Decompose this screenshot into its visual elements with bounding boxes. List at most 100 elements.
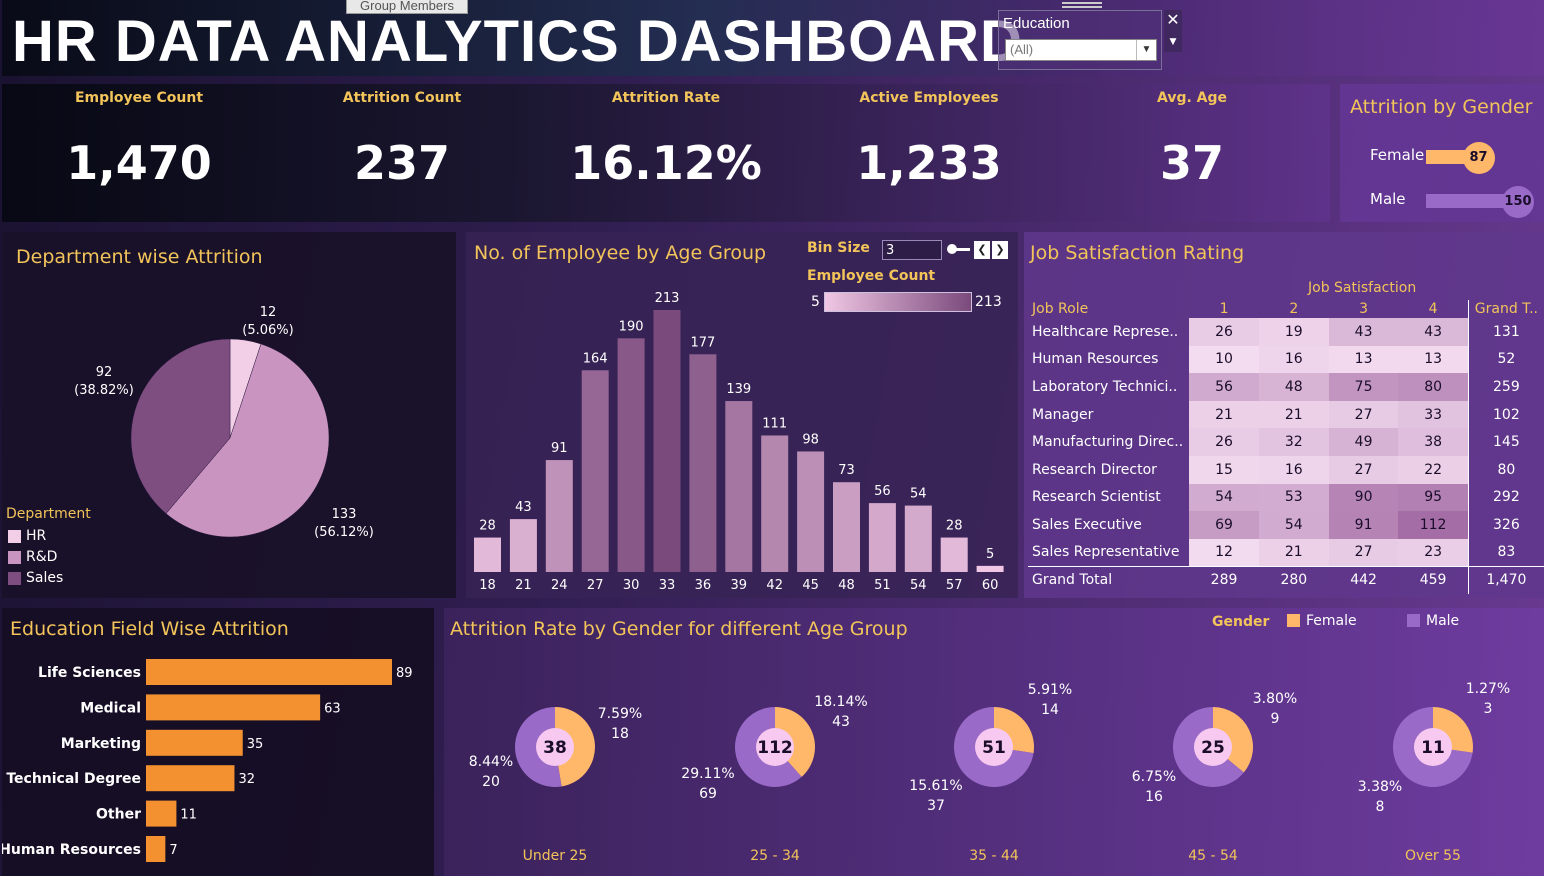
- age-group-label: 35 - 44: [969, 848, 1019, 864]
- row-total-cell: 52: [1467, 345, 1544, 374]
- attrition-gender-age-title: Attrition Rate by Gender for different A…: [450, 618, 908, 640]
- attrition-gender-age-panel: Attrition Rate by Gender for different A…: [444, 608, 1544, 876]
- kpi-strip: Employee Count 1,470 Attrition Count 237…: [2, 84, 1330, 222]
- row-total-cell: 131: [1467, 318, 1544, 346]
- gender-value-label: 87: [1462, 142, 1495, 174]
- satisfaction-cell: 13: [1398, 345, 1469, 374]
- department-attrition-title: Department wise Attrition: [16, 246, 263, 268]
- donut-center: [756, 728, 794, 766]
- male-legend-label: Male: [1426, 613, 1460, 629]
- group-members-tab[interactable]: Group Members: [346, 0, 468, 14]
- satisfaction-cell: 43: [1398, 318, 1469, 346]
- education-category-label: Technical Degree: [6, 771, 141, 787]
- kpi-value: 237: [353, 136, 451, 190]
- age-bar-label: 190: [619, 319, 644, 334]
- satisfaction-cell: 16: [1258, 345, 1329, 374]
- table-row: Sales Representative 12 21 27 23 83: [1028, 538, 1544, 567]
- male-percent-label: 8.44%: [469, 754, 513, 770]
- education-filter-select[interactable]: (All) ▼: [1005, 39, 1157, 61]
- table-header-row: Job Role 1 2 3 4 Grand T..: [1028, 300, 1544, 318]
- job-role-cell: Manufacturing Direc..: [1032, 434, 1184, 451]
- age-bar: [833, 482, 860, 572]
- satisfaction-cell: 48: [1258, 373, 1329, 401]
- satisfaction-cell: 27: [1328, 455, 1399, 484]
- satisfaction-cell: 12: [1189, 538, 1259, 567]
- kpi-attrition-count: Attrition Count 237: [272, 84, 532, 222]
- male-percent-label: 29.11%: [681, 766, 734, 782]
- education-category-label: Other: [96, 807, 141, 823]
- column-total-cell: 442: [1328, 565, 1399, 594]
- age-tick-label: 57: [946, 578, 963, 593]
- donut-female-slice: [555, 707, 595, 787]
- age-bar-label: 28: [479, 519, 496, 534]
- age-tick-label: 24: [551, 578, 568, 593]
- satisfaction-cell: 23: [1398, 538, 1469, 567]
- table-row: Human Resources 10 16 13 13 52: [1028, 345, 1544, 374]
- chevron-left-icon[interactable]: ❮: [974, 241, 990, 259]
- chevron-down-icon[interactable]: ▼: [1136, 40, 1156, 60]
- female-count-label: 43: [832, 714, 850, 730]
- female-percent-label: 3.80%: [1253, 691, 1297, 707]
- age-group-label: 45 - 54: [1188, 848, 1238, 864]
- age-tick-label: 60: [982, 578, 999, 593]
- drag-grip-icon[interactable]: [1062, 2, 1102, 8]
- age-bar: [545, 460, 573, 572]
- donut-center: [1194, 728, 1232, 766]
- age-group-bar-chart: 28 18 43 21 91 24 164 27 190 30 213 33 177 36 139 39 111…: [474, 291, 1004, 593]
- education-value-label: 32: [238, 772, 255, 787]
- gender-bar: [1426, 194, 1520, 208]
- male-count-label: 16: [1145, 789, 1163, 805]
- satisfaction-cell: 16: [1258, 455, 1329, 484]
- male-count-label: 8: [1376, 799, 1385, 815]
- age-bar: [868, 503, 896, 572]
- job-role-header: Job Role: [1032, 301, 1089, 317]
- satisfaction-cell: 32: [1258, 428, 1329, 456]
- education-value-label: 35: [247, 737, 264, 752]
- male-percent-label: 15.61%: [909, 778, 962, 794]
- gender-legend-title: Gender: [1212, 614, 1270, 630]
- age-tick-label: 18: [479, 578, 496, 593]
- age-bar-label: 91: [551, 441, 568, 456]
- slider-handle[interactable]: [947, 244, 957, 254]
- age-bar-label: 43: [515, 500, 532, 515]
- age-tick-label: 33: [659, 578, 676, 593]
- satisfaction-cell: 38: [1398, 428, 1469, 456]
- close-icon[interactable]: ✕: [1166, 10, 1180, 29]
- kpi-label: Avg. Age: [1156, 90, 1228, 106]
- satisfaction-cell: 13: [1328, 345, 1399, 374]
- job-satisfaction-title: Job Satisfaction Rating: [1030, 242, 1245, 264]
- kpi-label: Employee Count: [74, 90, 204, 106]
- age-bar-label: 73: [838, 463, 855, 478]
- age-bar: [509, 519, 537, 572]
- kpi-value: 37: [1159, 136, 1224, 190]
- gender-label: Male: [1370, 190, 1406, 208]
- job-satisfaction-table: Job Role 1 2 3 4 Grand T.. Healthcare Re…: [1028, 300, 1544, 594]
- table-row: Manufacturing Direc.. 26 32 49 38 145: [1028, 428, 1544, 456]
- age-bar-label: 139: [726, 382, 751, 397]
- male-percent-label: 6.75%: [1132, 769, 1176, 785]
- male-legend-swatch: [1407, 614, 1420, 627]
- education-filter-label: Education: [1003, 15, 1070, 32]
- bin-size-slider[interactable]: [948, 248, 970, 251]
- female-percent-label: 18.14%: [814, 694, 867, 710]
- age-bar-label: 213: [655, 291, 680, 306]
- education-category-label: Life Sciences: [38, 665, 141, 681]
- satisfaction-cell: 53: [1258, 483, 1329, 512]
- kpi-avg-age: Avg. Age 37: [1062, 84, 1322, 222]
- chevron-right-icon[interactable]: ❯: [992, 241, 1008, 259]
- education-value-label: 63: [324, 701, 341, 716]
- donut-center: [1414, 728, 1452, 766]
- education-bar: [146, 694, 321, 721]
- column-total-cell: 1,470: [1467, 565, 1544, 594]
- legend-min: 5: [811, 294, 820, 310]
- caret-down-icon[interactable]: ▼: [1169, 37, 1177, 47]
- age-bar: [940, 537, 968, 572]
- employee-count-legend-title: Employee Count: [807, 268, 936, 284]
- bin-size-input[interactable]: 3: [882, 240, 942, 260]
- grand-total-label: Grand Total: [1028, 565, 1190, 594]
- row-total-cell: 326: [1467, 511, 1544, 539]
- education-filter: Education (All) ▼: [998, 10, 1162, 70]
- donut-total-label: 38: [543, 738, 567, 758]
- education-bar: [146, 800, 177, 827]
